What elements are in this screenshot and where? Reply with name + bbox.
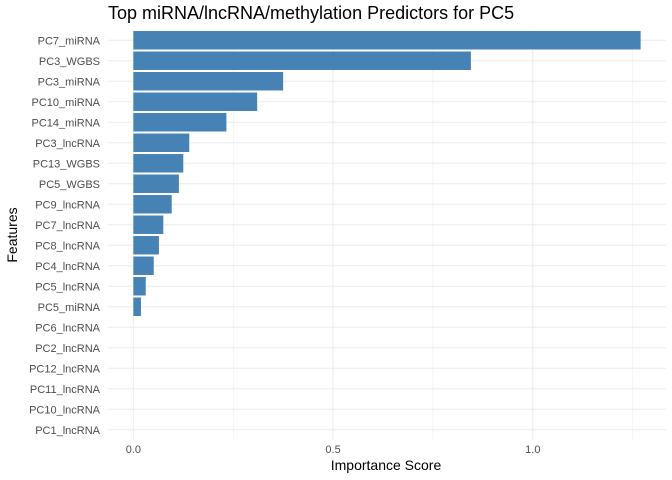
y-tick-labels: PC7_miRNA PC3_WGBS PC3_miRNA PC10_miRNA PC14…: [29, 35, 101, 437]
chart-title: Top miRNA/lncRNA/methylation Predictors …: [108, 3, 514, 23]
y-tick-label: PC3_miRNA: [38, 76, 101, 88]
bar-pc5-wgbs: [133, 174, 179, 193]
y-tick-label: PC6_lncRNA: [35, 322, 100, 334]
y-tick-label: PC1_lncRNA: [35, 425, 100, 437]
bar-pc14-mirna: [133, 113, 227, 132]
x-tick-labels: 0.0 0.5 1.0: [126, 444, 541, 456]
y-tick-label: PC7_miRNA: [38, 35, 101, 47]
y-tick-label: PC7_lncRNA: [35, 220, 100, 232]
y-tick-label: PC5_lncRNA: [35, 281, 100, 293]
y-tick-label: PC11_lncRNA: [30, 384, 101, 396]
bar-pc3-lncrna: [133, 133, 190, 152]
y-tick-label: PC8_lncRNA: [35, 240, 100, 252]
y-tick-label: PC10_lncRNA: [29, 404, 101, 416]
y-tick-label: PC12_lncRNA: [29, 363, 101, 375]
x-tick-label: 0.5: [325, 444, 340, 456]
bar-pc7-lncrna: [133, 215, 164, 234]
y-tick-label: PC4_lncRNA: [35, 261, 100, 273]
grid-lines: [108, 30, 666, 440]
bar-pc10-mirna: [133, 92, 258, 111]
bar-pc7-mirna: [133, 31, 641, 50]
x-tick-label: 0.0: [126, 444, 141, 456]
y-tick-label: PC13_WGBS: [33, 158, 100, 170]
y-tick-label: PC2_lncRNA: [35, 343, 100, 355]
bar-pc5-mirna: [133, 297, 141, 316]
bar-pc4-lncrna: [133, 256, 154, 275]
x-tick-label: 1.0: [525, 444, 540, 456]
y-tick-label: PC3_WGBS: [39, 56, 100, 68]
y-tick-label: PC5_WGBS: [39, 179, 100, 191]
bar-pc13-wgbs: [133, 154, 184, 173]
bar-pc3-mirna: [133, 72, 284, 91]
bar-pc9-lncrna: [133, 195, 172, 214]
y-tick-label: PC10_miRNA: [32, 97, 101, 109]
y-tick-label: PC14_miRNA: [32, 117, 101, 129]
bar-pc5-lncrna: [133, 277, 146, 296]
bars-layer: [133, 31, 641, 316]
y-tick-label: PC9_lncRNA: [35, 199, 100, 211]
bar-pc8-lncrna: [133, 236, 159, 255]
y-tick-label: PC3_lncRNA: [35, 138, 100, 150]
x-axis-title: Importance Score: [331, 457, 442, 473]
bar-pc3-wgbs: [133, 51, 471, 70]
y-tick-label: PC5_miRNA: [38, 302, 101, 314]
y-axis-title: Features: [4, 207, 20, 262]
